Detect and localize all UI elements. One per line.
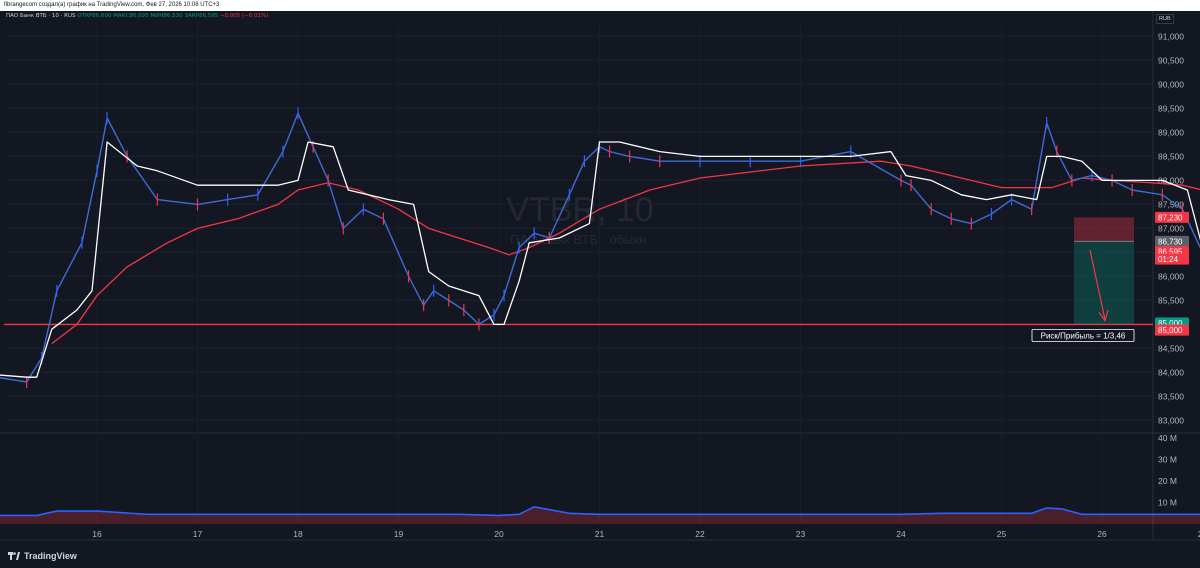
legend-low: МИН86,530	[150, 13, 183, 19]
time-tick-label: 17	[193, 529, 203, 539]
time-tick-label: 24	[896, 529, 906, 539]
vwap-line	[0, 141, 1200, 378]
price-tick-label: 91,000	[1158, 31, 1184, 41]
price-tag-label: 01:24	[1158, 255, 1179, 264]
volume-tick-label: 40 M	[1158, 433, 1177, 443]
time-tick-label: 26	[1097, 529, 1107, 539]
time-tick-label: 18	[293, 529, 303, 539]
price-tag-label: 86,595	[1158, 247, 1183, 256]
currency-selector[interactable]: RUB	[1156, 14, 1174, 24]
legend-change: −0,005 (−0,01%)	[219, 13, 269, 19]
price-tick-label: 90,500	[1158, 55, 1184, 65]
price-tag	[1155, 253, 1189, 265]
volume-tick-label: 10 M	[1158, 498, 1177, 508]
volume-area	[0, 506, 1200, 524]
price-tag-label: 87,230	[1158, 213, 1183, 222]
volume-tick-label: 30 M	[1158, 455, 1177, 465]
price-tick-label: 89,000	[1158, 127, 1184, 137]
tradingview-logo-icon	[8, 552, 20, 560]
target-arrow-head	[1098, 309, 1109, 322]
legend-close: ЗАКР86,595	[184, 13, 219, 19]
price-tag-label: 85,000	[1158, 319, 1183, 328]
time-tick-label: 19	[394, 529, 404, 539]
price-tick-label: 89,500	[1158, 103, 1184, 113]
volume-tick-label: 20 M	[1158, 476, 1177, 486]
price-tick-label: 84,500	[1158, 343, 1184, 353]
time-tick-label: 20	[494, 529, 504, 539]
volume-ma-line	[0, 505, 1200, 517]
price-tag-label: 86,730	[1158, 237, 1183, 246]
price-tag-label: 85,000	[1158, 326, 1183, 335]
legend-symbol-name: ПАО Банк ВТБ · 10 · RUS	[6, 13, 76, 19]
price-tick-label: 87,500	[1158, 199, 1184, 209]
price-tick-label: 88,500	[1158, 151, 1184, 161]
price-tick-label: 83,000	[1158, 415, 1184, 425]
tradingview-logo-text: TradingView	[24, 551, 77, 561]
tradingview-logo[interactable]: TradingView	[8, 551, 77, 561]
price-tick-label: 86,000	[1158, 271, 1184, 281]
target-arrow-line	[1089, 249, 1106, 320]
legend-open: ОТКР86,600	[77, 13, 112, 19]
price-tick-label: 90,000	[1158, 79, 1184, 89]
time-tick-label: 16	[92, 529, 102, 539]
risk-reward-box	[1031, 328, 1135, 342]
time-tick-label: 22	[695, 529, 705, 539]
time-tick-label: 21	[595, 529, 605, 539]
legend-high: МАКС86,695	[113, 13, 149, 19]
price-tick-label: 83,500	[1158, 391, 1184, 401]
stop-loss-zone	[1074, 217, 1134, 242]
symbol-legend[interactable]: ПАО Банк ВТБ · 10 · RUS ОТКР86,600 МАКС8…	[6, 13, 268, 19]
price-tag	[1155, 235, 1189, 247]
price-tick-label: 88,000	[1158, 175, 1184, 185]
price-tick-label: 84,000	[1158, 367, 1184, 377]
price-tag	[1155, 324, 1189, 336]
time-tick-label: 27	[1198, 529, 1200, 539]
price-tick-label: 87,000	[1158, 223, 1184, 233]
symbol-watermark-name: ПАО Банк ВТБ · обыкн.	[509, 232, 651, 247]
snapshot-caption: fibrangecom создал(а) график на TradingV…	[0, 0, 1200, 11]
price-tick-label: 85,500	[1158, 295, 1184, 305]
time-tick-label: 25	[997, 529, 1007, 539]
take-profit-zone	[1074, 241, 1134, 325]
time-tick-label: 23	[796, 529, 806, 539]
price-tag	[1155, 211, 1189, 223]
price-line	[0, 112, 1200, 383]
risk-reward-label: Риск/Прибыль = 1/3,46	[1041, 331, 1126, 340]
